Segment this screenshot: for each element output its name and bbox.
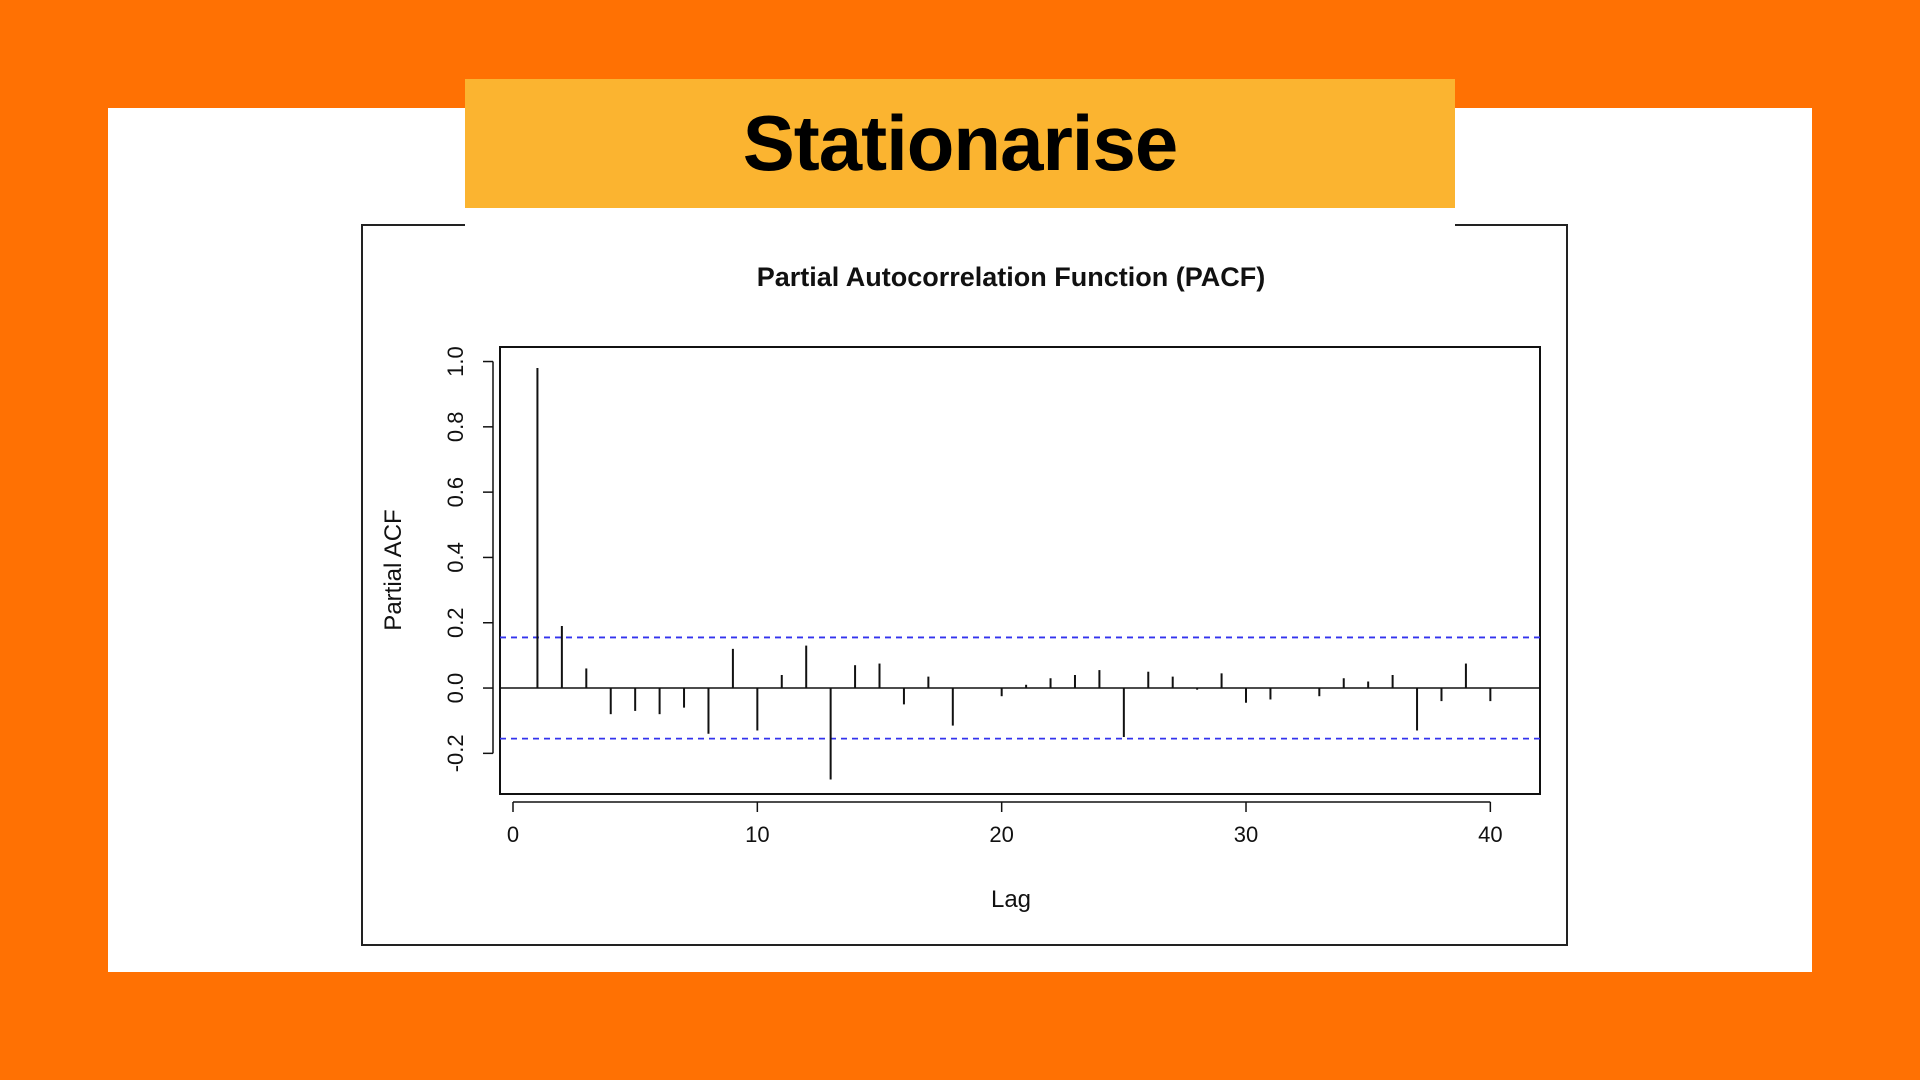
white-card <box>108 108 1812 972</box>
y-tick-label: 0.6 <box>443 477 468 508</box>
x-tick-label: 30 <box>1234 822 1258 847</box>
title-banner: Stationarise <box>465 79 1455 208</box>
y-tick-label: 0.4 <box>443 542 468 573</box>
x-tick-label: 0 <box>507 822 519 847</box>
y-tick-label: 1.0 <box>443 346 468 377</box>
y-tick-label: 0.2 <box>443 607 468 638</box>
y-axis-label: Partial ACF <box>380 509 407 630</box>
x-axis: 0 10 20 30 40 <box>507 801 1503 847</box>
frame-top-edge-right <box>1455 224 1566 226</box>
y-tick-label: -0.2 <box>443 734 468 772</box>
figure-frame <box>361 224 1568 946</box>
y-axis: -0.2 0.0 0.2 0.4 0.6 0.8 1.0 <box>443 346 494 772</box>
confidence-bounds <box>500 636 1540 740</box>
x-axis-label: Lag <box>991 886 1031 913</box>
y-tick-label: 0.0 <box>443 673 468 704</box>
y-tick-label: 0.8 <box>443 412 468 443</box>
pacf-chart: Partial Autocorrelation Function (PACF) … <box>380 262 1541 913</box>
chart-title: Partial Autocorrelation Function (PACF) <box>757 262 1266 292</box>
x-tick-label: 10 <box>745 822 769 847</box>
x-tick-label: 20 <box>989 822 1013 847</box>
frame-top-edge-left <box>361 224 465 226</box>
slide-title: Stationarise <box>742 99 1178 187</box>
plot-area <box>499 346 1541 795</box>
x-tick-label: 40 <box>1478 822 1502 847</box>
pacf-bars <box>536 368 1492 780</box>
